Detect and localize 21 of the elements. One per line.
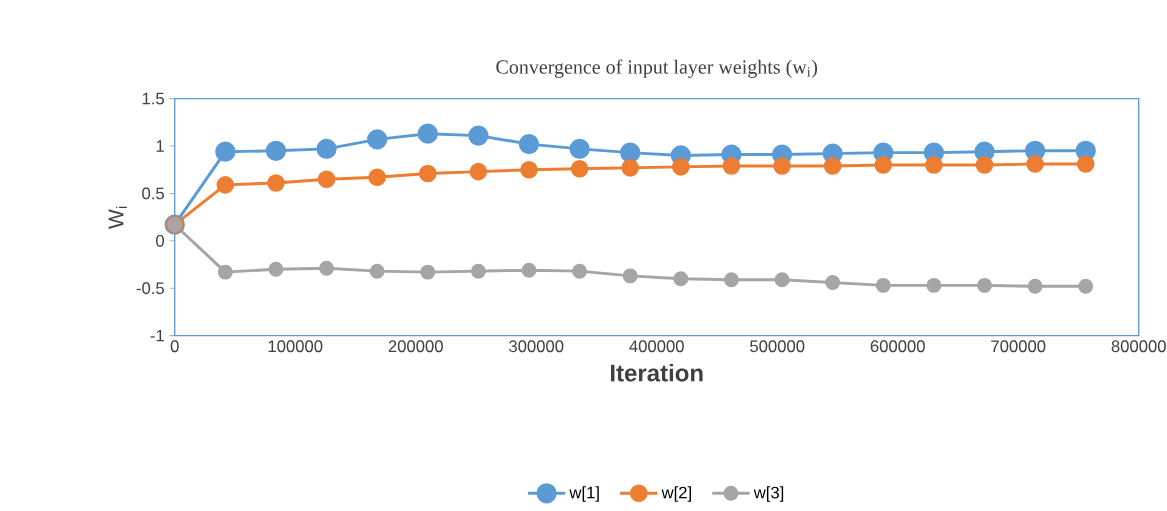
x-axis-title: Iteration xyxy=(611,363,703,382)
legend-label: w[3] xyxy=(753,486,784,502)
x-tick-label: 100000 xyxy=(268,340,323,353)
y-tick-label: 0 xyxy=(156,234,165,247)
legend-label: w[2] xyxy=(661,486,691,502)
y-tick-label: 1.5 xyxy=(142,92,164,105)
x-tick-label: 300000 xyxy=(509,340,564,353)
y-tick-label: 0.5 xyxy=(142,187,164,200)
x-tick-label: 0 xyxy=(170,340,179,353)
x-tick-label: 400000 xyxy=(629,340,684,353)
legend-label: w[1] xyxy=(569,486,599,502)
y-axis-title: W$_{i}$ xyxy=(108,206,127,230)
y-tick-label: 1 xyxy=(156,140,164,152)
x-tick-label: 500000 xyxy=(750,340,805,353)
x-tick-label: 700000 xyxy=(991,340,1046,353)
y-tick-label: -1 xyxy=(150,329,164,342)
x-tick-label: 800000 xyxy=(1111,340,1166,353)
chart-title: Convergence of input layer weights (w$_{i}$) xyxy=(496,59,818,78)
x-tick-label: 600000 xyxy=(870,340,925,353)
y-tick-label: -0.5 xyxy=(136,282,164,295)
x-tick-label: 200000 xyxy=(388,340,443,353)
